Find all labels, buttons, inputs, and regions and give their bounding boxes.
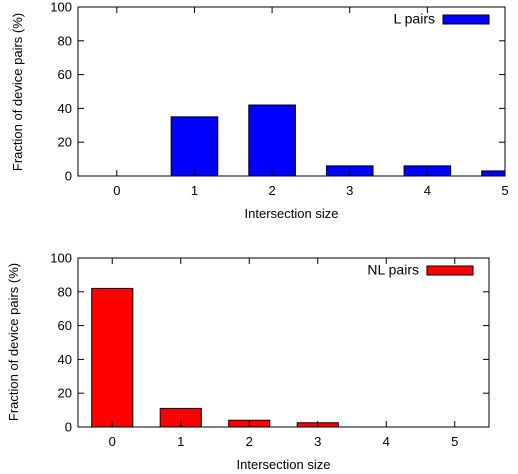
y-tick-label: 0 bbox=[65, 169, 72, 184]
bars bbox=[170, 104, 505, 176]
y-axis-label: Fraction of device pairs (%) bbox=[6, 263, 21, 421]
x-axis-label: Intersection size bbox=[237, 457, 331, 472]
x-tick-label: 4 bbox=[424, 183, 431, 198]
bar-0 bbox=[91, 287, 134, 427]
chart-nl-pairs: 0 20 40 60 80 100 0 1 2 3 4 5 Intersection size Fract… bbox=[6, 251, 490, 472]
x-tick-label: 1 bbox=[177, 434, 184, 449]
y-tick-label: 60 bbox=[58, 318, 72, 333]
plot-frame bbox=[77, 257, 490, 428]
x-tick-label: 2 bbox=[268, 183, 275, 198]
y-tick-label: 100 bbox=[50, 251, 72, 266]
x-tick-label: 5 bbox=[501, 183, 508, 198]
bar-1 bbox=[170, 116, 219, 176]
y-tick-label: 0 bbox=[65, 420, 72, 435]
x-tick-label: 3 bbox=[346, 183, 353, 198]
x-tick-label: 3 bbox=[314, 434, 321, 449]
y-tick-label: 100 bbox=[50, 0, 72, 15]
y-tick-label: 20 bbox=[58, 386, 72, 401]
legend-label: L pairs bbox=[393, 11, 435, 27]
bar-1 bbox=[159, 407, 202, 427]
bar-2 bbox=[248, 104, 296, 176]
x-tick-label: 5 bbox=[451, 434, 458, 449]
y-tick-label: 60 bbox=[58, 67, 72, 82]
bars bbox=[91, 287, 339, 427]
x-tick-label: 0 bbox=[113, 183, 120, 198]
y-tick-label: 40 bbox=[58, 352, 72, 367]
x-tick-label: 0 bbox=[109, 434, 116, 449]
x-tick-label: 4 bbox=[383, 434, 390, 449]
x-axis-label: Intersection size bbox=[245, 206, 339, 221]
bar-5 bbox=[481, 170, 505, 176]
y-tick-label: 40 bbox=[58, 101, 72, 116]
y-tick-label: 80 bbox=[58, 33, 72, 48]
legend-swatch bbox=[426, 265, 474, 276]
y-tick-label: 80 bbox=[58, 284, 72, 299]
chart-l-pairs: 0 20 40 60 80 100 0 1 2 3 4 5 Intersection size Fract… bbox=[10, 0, 509, 221]
x-tick-label: 2 bbox=[246, 434, 253, 449]
legend-label: NL pairs bbox=[367, 262, 419, 278]
x-tick-label: 1 bbox=[191, 183, 198, 198]
y-axis-label: Fraction of device pairs (%) bbox=[10, 13, 25, 171]
plot-frame bbox=[77, 6, 506, 177]
legend-swatch bbox=[442, 14, 490, 25]
y-tick-label: 20 bbox=[58, 135, 72, 150]
